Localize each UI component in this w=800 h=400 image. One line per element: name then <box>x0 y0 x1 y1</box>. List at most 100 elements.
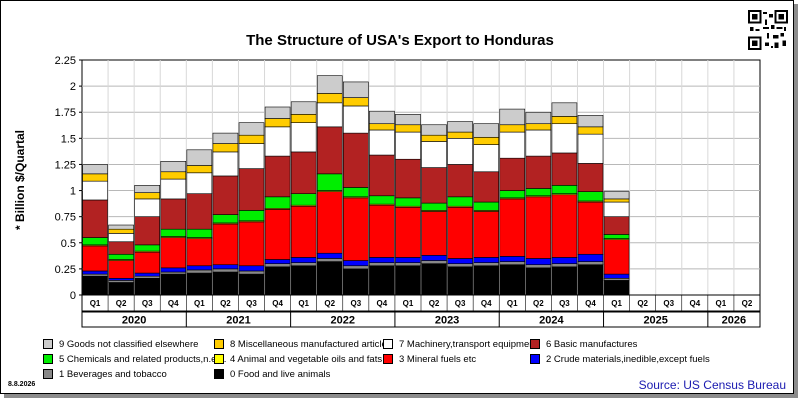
bar-segment <box>395 262 421 267</box>
bar-segment <box>447 138 473 165</box>
legend-label: 1 Beverages and tobacco <box>59 368 167 380</box>
bar-segment <box>551 194 578 258</box>
bar-segment <box>369 110 395 125</box>
bar-segment <box>395 114 421 126</box>
bar-segment <box>369 154 395 197</box>
legend-item: 7 Machinery,transport equipment <box>383 338 537 350</box>
bar-segment <box>264 209 291 260</box>
y-tick-label: 1.25 <box>55 159 76 171</box>
bar-segment <box>525 111 552 125</box>
bar-segment <box>395 197 421 207</box>
bar-segment <box>160 178 187 200</box>
bar-segment <box>316 75 343 94</box>
bar-segment <box>264 106 291 119</box>
legend-item: 2 Crude materials,inedible,except fuels <box>530 353 710 365</box>
bar-segment <box>421 167 447 204</box>
bar-segment <box>186 238 213 267</box>
bar-segment <box>82 199 108 238</box>
bar-segment <box>499 108 526 126</box>
bar-segment <box>108 277 134 281</box>
bar-segment <box>290 205 317 258</box>
bar-segment <box>186 269 213 274</box>
bar-segment <box>238 273 265 296</box>
bar-segment <box>160 228 187 237</box>
bar-segment <box>603 280 630 296</box>
quarter-label: Q1 <box>298 299 309 308</box>
bar-segment <box>186 228 213 238</box>
bar-segment <box>238 270 265 275</box>
quarter-label: Q3 <box>663 299 674 308</box>
year-label: 2023 <box>435 315 459 327</box>
legend-label: 7 Machinery,transport equipment <box>399 338 538 350</box>
bar-segment <box>108 253 134 260</box>
quarter-label: Q3 <box>246 299 257 308</box>
year-label: 2021 <box>226 315 250 327</box>
bar-segment <box>186 272 213 296</box>
legend-label: 2 Crude materials,inedible,except fuels <box>546 353 710 365</box>
bar-segment <box>316 93 343 104</box>
bar-segment <box>134 185 160 193</box>
bar-segment <box>447 206 473 259</box>
legend-swatch <box>43 369 53 379</box>
legend-swatch <box>214 339 224 349</box>
bar-segment <box>369 129 395 156</box>
bar-segment <box>421 141 447 168</box>
bar-segment <box>82 164 108 175</box>
bar-segment <box>551 152 578 186</box>
legend-label: 4 Animal and vegetable oils and fats <box>230 353 383 365</box>
bar-segment <box>212 151 239 177</box>
bar-segment <box>577 133 604 164</box>
bar-segment <box>369 257 395 263</box>
bar-segment <box>212 268 239 273</box>
quarter-label: Q2 <box>220 299 231 308</box>
bar-segment <box>525 196 552 259</box>
y-tick-label: 0.75 <box>55 212 76 224</box>
bar-segment <box>238 134 265 144</box>
legend-swatch <box>383 354 393 364</box>
bar-segment <box>108 233 134 243</box>
bar-segment <box>212 271 239 296</box>
bar-segment <box>603 216 630 235</box>
quarter-label: Q2 <box>324 299 335 308</box>
bar-segment <box>212 175 239 215</box>
quarter-label: Q1 <box>90 299 101 308</box>
bar-segment <box>551 263 578 268</box>
legend-swatch <box>214 369 224 379</box>
bar-segment <box>577 261 604 266</box>
bar-segment <box>499 261 526 266</box>
bar-segment <box>447 131 473 139</box>
bar-segment <box>343 81 369 98</box>
bar-segment <box>343 265 369 270</box>
bar-segment <box>186 165 213 174</box>
bar-segment <box>603 239 630 275</box>
quarter-label: Q1 <box>403 299 414 308</box>
quarter-label: Q2 <box>637 299 648 308</box>
y-tick-label: 0.5 <box>61 238 76 250</box>
bar-segment <box>134 251 160 274</box>
bar-segment <box>499 198 526 257</box>
quarter-label: Q4 <box>168 299 179 308</box>
bar-segment <box>525 188 552 197</box>
year-row <box>81 311 761 328</box>
bar-segment <box>290 265 317 296</box>
legend-label: 3 Mineral fuels etc <box>399 353 477 365</box>
legend-item: 3 Mineral fuels etc <box>383 353 476 365</box>
bar-segment <box>499 264 526 296</box>
bar-segment <box>551 123 578 154</box>
chart-legend: 9 Goods not classified elsewhere 8 Miscel… <box>43 338 743 383</box>
bar-segment <box>134 277 160 296</box>
quarter-label: Q4 <box>585 299 596 308</box>
quarter-label: Q3 <box>455 299 466 308</box>
legend-item: 9 Goods not classified elsewhere <box>43 338 198 350</box>
bar-segment <box>212 143 239 153</box>
bar-segment <box>238 168 265 211</box>
year-label: 2026 <box>722 315 746 327</box>
bar-segment <box>290 101 317 115</box>
quarter-label: Q1 <box>507 299 518 308</box>
bar-segment <box>603 201 630 217</box>
bar-segment <box>369 123 395 131</box>
bar-segment <box>160 198 187 230</box>
bar-segment <box>264 266 291 296</box>
bar-segment <box>290 114 317 123</box>
bar-segment <box>551 102 578 117</box>
